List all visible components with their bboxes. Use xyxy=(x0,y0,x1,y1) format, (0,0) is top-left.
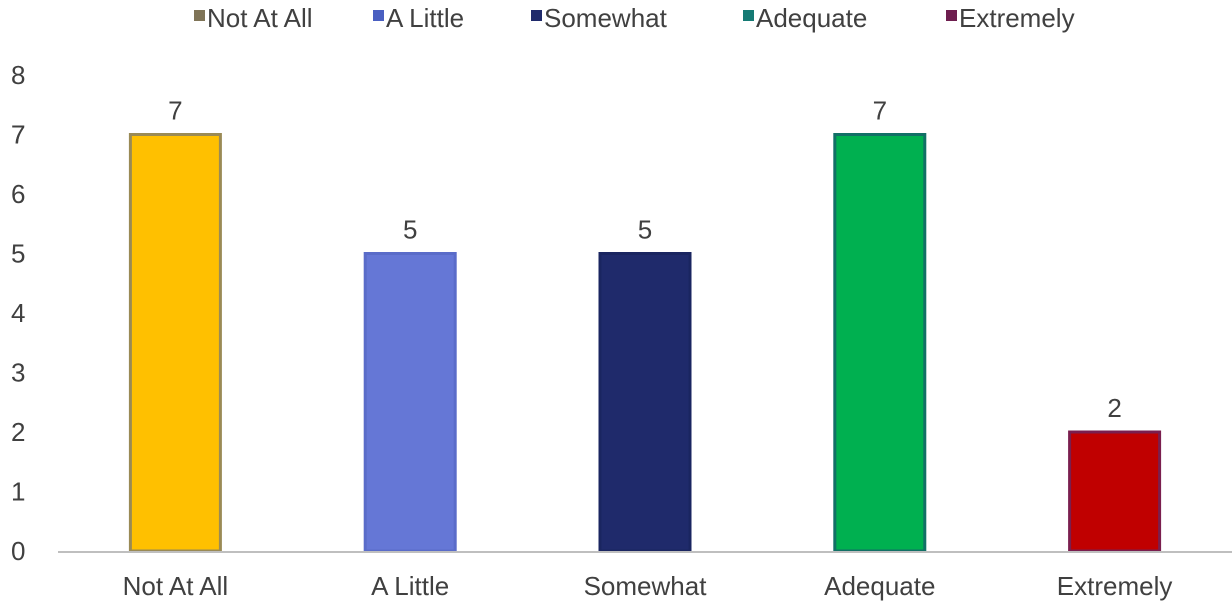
legend-swatch xyxy=(946,10,957,21)
bar xyxy=(598,252,692,553)
data-labels: 7 5 5 7 2 xyxy=(168,96,1122,424)
legend-label: Adequate xyxy=(756,3,867,33)
y-tick-label: 2 xyxy=(11,417,25,447)
y-tick-label: 8 xyxy=(11,60,25,90)
data-label: 5 xyxy=(638,215,652,245)
x-axis-ticks: Not At All A Little Somewhat Adequate Extrem… xyxy=(123,571,1173,601)
y-tick-label: 4 xyxy=(11,298,25,328)
data-label: 5 xyxy=(403,215,417,245)
legend: Not At All A Little Somewhat Adequate Extrem… xyxy=(194,3,1075,33)
y-tick-label: 3 xyxy=(11,358,25,388)
bar xyxy=(363,252,457,553)
data-label: 7 xyxy=(168,96,182,126)
legend-label: Not At All xyxy=(207,3,313,33)
y-tick-label: 0 xyxy=(11,536,25,566)
x-tick-label: Adequate xyxy=(824,571,935,601)
legend-swatch xyxy=(194,10,205,21)
y-tick-label: 7 xyxy=(11,120,25,150)
legend-swatch xyxy=(531,10,542,21)
bar xyxy=(1068,430,1162,553)
y-tick-label: 1 xyxy=(11,477,25,507)
legend-swatch xyxy=(373,10,384,21)
legend-swatch xyxy=(743,10,754,21)
data-label: 7 xyxy=(873,96,887,126)
y-tick-label: 6 xyxy=(11,179,25,209)
x-tick-label: Not At All xyxy=(123,571,229,601)
bars xyxy=(128,133,1162,553)
x-tick-label: Somewhat xyxy=(584,571,708,601)
legend-label: Extremely xyxy=(959,3,1075,33)
bar xyxy=(128,133,222,553)
bar xyxy=(833,133,927,553)
legend-label: A Little xyxy=(386,3,464,33)
y-tick-label: 5 xyxy=(11,239,25,269)
legend-label: Somewhat xyxy=(544,3,668,33)
x-tick-label: A Little xyxy=(371,571,449,601)
y-tick-label: 7 xyxy=(11,120,25,150)
x-tick-label: Extremely xyxy=(1057,571,1173,601)
data-label: 2 xyxy=(1107,393,1121,423)
